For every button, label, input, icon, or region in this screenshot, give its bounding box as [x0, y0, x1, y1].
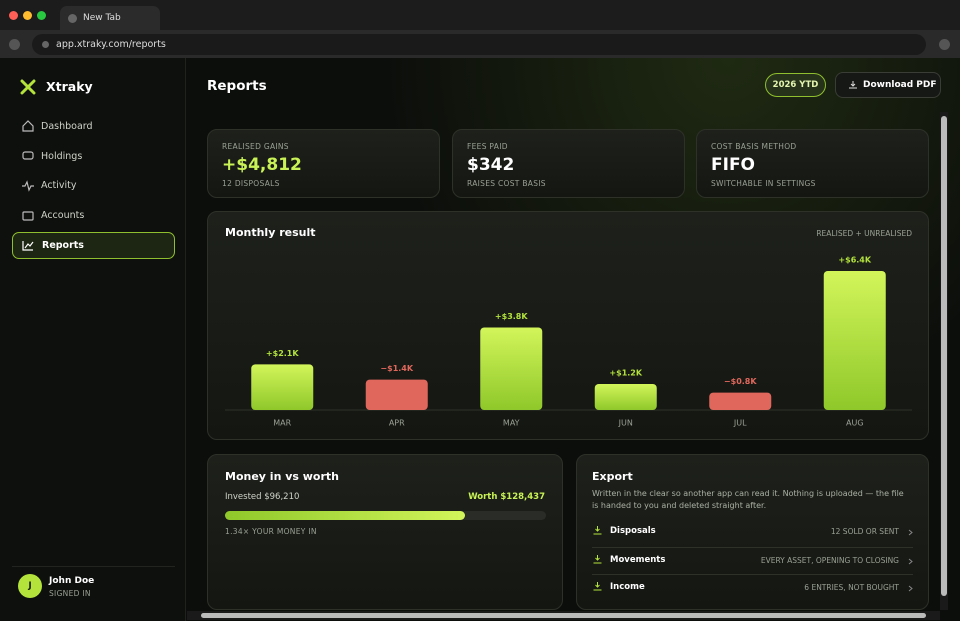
money-title: Money in vs worth [225, 470, 340, 483]
v-scroll-thumb[interactable] [941, 116, 947, 596]
export-row[interactable]: Movements EVERY ASSET, OPENING TO CLOSING [592, 546, 913, 575]
nav-item[interactable]: Holdings [41, 151, 83, 162]
chart-card [207, 211, 929, 440]
nav-item[interactable]: Activity [41, 180, 77, 191]
user-name: John Doe [49, 576, 95, 586]
h-scroll-thumb[interactable] [201, 613, 926, 618]
nav-button[interactable] [9, 39, 20, 50]
download-label: Download PDF [863, 80, 937, 90]
export-list: Disposals 12 SOLD OR SENT Movements EVERY A… [592, 519, 913, 602]
x-tick-label: AUG [846, 419, 864, 428]
chart-subtitle: REALISED + UNREALISED [816, 229, 912, 238]
chevron [908, 585, 913, 592]
export-detail: 12 SOLD OR SENT [830, 527, 899, 536]
export-icon [593, 582, 602, 591]
stat-note: 12 DISPOSALS [222, 179, 280, 188]
export-name: Movements [610, 554, 666, 565]
stat-note: RAISES COST BASIS [467, 179, 546, 188]
nav-item[interactable]: Accounts [41, 210, 85, 221]
chart: Monthly result REALISED + UNREALISED MAR… [225, 226, 912, 428]
tab-title: New Tab [83, 13, 121, 23]
site-icon [42, 41, 49, 48]
stat-value: $342 [467, 155, 515, 175]
tab-bar [0, 0, 960, 30]
stat-card: COST BASIS METHOD FIFO SWITCHABLE IN SET… [696, 129, 929, 198]
export-row[interactable]: Disposals 12 SOLD OR SENT [592, 519, 913, 547]
avatar[interactable]: J [18, 574, 42, 598]
bar [365, 379, 428, 410]
x-tick-label: MAY [503, 419, 520, 428]
export-detail: EVERY ASSET, OPENING TO CLOSING [760, 555, 899, 565]
value-label: +$6.4K [838, 256, 871, 265]
nav-item-active[interactable]: Reports [12, 232, 175, 259]
brand-logo [20, 79, 36, 95]
stat-card: REALISED GAINS +$4,812 12 DISPOSALS [207, 129, 440, 198]
value-label: −$0.8K [724, 377, 757, 386]
bar [709, 392, 772, 410]
x-tick-label: APR [389, 419, 405, 428]
export-icon [593, 554, 602, 563]
chevron [908, 558, 913, 564]
close-button[interactable] [9, 11, 18, 20]
ratio-label: 1.34× YOUR MONEY IN [225, 527, 317, 536]
chevron [908, 529, 913, 536]
export-card: Export Written in the clear so another a… [576, 454, 929, 610]
v-scrollbar[interactable] [940, 112, 948, 610]
download-icon [849, 81, 857, 89]
maximize-button[interactable] [37, 11, 46, 20]
chart-title: Monthly result [225, 226, 316, 239]
value-label: +$1.2K [609, 368, 642, 377]
bar [823, 271, 886, 410]
tab-icon [68, 14, 77, 23]
export-row[interactable]: Income 6 ENTRIES, NOT BOUGHT [592, 574, 913, 602]
minimize-button[interactable] [23, 11, 32, 20]
export-name: Income [610, 582, 645, 592]
progress-track [225, 511, 546, 520]
x-tick-label: JUN [618, 419, 633, 428]
x-tick-label: MAR [273, 419, 291, 428]
export-title: Export [592, 470, 633, 483]
url: app.xtraky.com/reports [56, 39, 166, 50]
invested-label: Invested $96,210 [225, 492, 300, 502]
money-card: Money in vs worth Invested $96,210 Worth… [207, 454, 563, 610]
stat-value: FIFO [711, 155, 756, 175]
worth-label: Worth $128,437 [468, 492, 545, 502]
value-label: +$3.8K [495, 312, 528, 321]
brand-name: Xtraky [46, 79, 93, 94]
bar [594, 383, 657, 410]
progress-fill [225, 511, 466, 520]
x-tick-label: JUL [733, 419, 747, 428]
user-status: SIGNED IN [49, 589, 91, 598]
nav-icons [22, 120, 34, 251]
export-detail: 6 ENTRIES, NOT BOUGHT [804, 583, 899, 592]
stat-label: COST BASIS METHOD [711, 142, 797, 151]
divider [12, 566, 175, 567]
stat-note: SWITCHABLE IN SETTINGS [711, 179, 816, 188]
value-label: −$1.4K [380, 364, 413, 373]
bar [480, 327, 543, 410]
bar [251, 364, 314, 410]
period-filter[interactable]: 2026 YTD [765, 73, 826, 97]
export-name: Disposals [610, 526, 656, 536]
stat-label: REALISED GAINS [222, 142, 289, 151]
h-scrollbar[interactable] [187, 611, 940, 620]
value-label: +$2.1K [266, 349, 299, 358]
nav-item[interactable]: Dashboard [41, 121, 93, 132]
stat-card: FEES PAID $342 RAISES COST BASIS [452, 129, 685, 198]
export-description: Written in the clear so another app can … [592, 489, 904, 510]
stat-value: +$4,812 [222, 155, 302, 175]
export-icon [593, 526, 602, 535]
menu-button[interactable] [939, 39, 950, 50]
url-field[interactable]: app.xtraky.com/reports [32, 34, 926, 55]
page-title: Reports [207, 78, 267, 94]
stat-label: FEES PAID [467, 142, 508, 151]
